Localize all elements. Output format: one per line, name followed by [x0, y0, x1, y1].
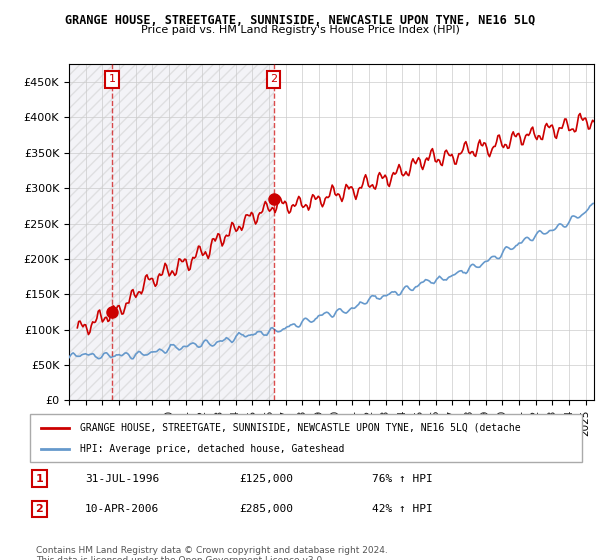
Text: Contains HM Land Registry data © Crown copyright and database right 2024.
This d: Contains HM Land Registry data © Crown c… [36, 546, 388, 560]
Text: 1: 1 [35, 474, 43, 484]
Bar [69, 64, 112, 400]
Text: £125,000: £125,000 [240, 474, 294, 484]
Text: 31-JUL-1996: 31-JUL-1996 [85, 474, 160, 484]
Text: 42% ↑ HPI: 42% ↑ HPI [372, 504, 433, 514]
Text: £285,000: £285,000 [240, 504, 294, 514]
Text: GRANGE HOUSE, STREETGATE, SUNNISIDE, NEWCASTLE UPON TYNE, NE16 5LQ: GRANGE HOUSE, STREETGATE, SUNNISIDE, NEW… [65, 14, 535, 27]
Text: 76% ↑ HPI: 76% ↑ HPI [372, 474, 433, 484]
Bar [69, 64, 112, 400]
FancyBboxPatch shape [30, 414, 582, 462]
Text: HPI: Average price, detached house, Gateshead: HPI: Average price, detached house, Gate… [80, 444, 344, 454]
Text: Price paid vs. HM Land Registry's House Price Index (HPI): Price paid vs. HM Land Registry's House … [140, 25, 460, 35]
Bar [112, 64, 274, 400]
Text: 1: 1 [109, 74, 115, 85]
Text: 2: 2 [270, 74, 277, 85]
Text: 2: 2 [35, 504, 43, 514]
Text: GRANGE HOUSE, STREETGATE, SUNNISIDE, NEWCASTLE UPON TYNE, NE16 5LQ (detache: GRANGE HOUSE, STREETGATE, SUNNISIDE, NEW… [80, 423, 520, 433]
Text: 10-APR-2006: 10-APR-2006 [85, 504, 160, 514]
